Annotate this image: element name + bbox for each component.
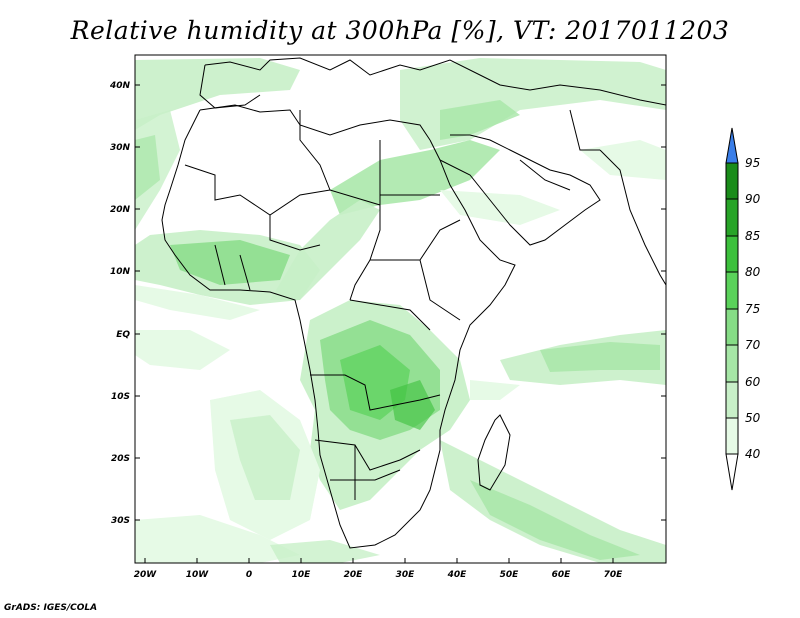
colorbar-label-60: 60 bbox=[745, 375, 761, 389]
colorbar-segment bbox=[725, 198, 739, 237]
lat-label-20s: 20S bbox=[111, 454, 130, 464]
latitude-ticks bbox=[135, 84, 666, 521]
lat-label-20n: 20N bbox=[110, 205, 131, 215]
lon-label-20w: 20W bbox=[134, 570, 158, 580]
lat-label-30n: 30N bbox=[110, 143, 131, 153]
colorbar: 95 90 85 80 75 70 60 50 40 bbox=[725, 127, 761, 491]
colorbar-label-70: 70 bbox=[745, 338, 761, 352]
longitude-ticks bbox=[144, 558, 614, 563]
lat-label-10n: 10N bbox=[110, 267, 131, 277]
colorbar-segment bbox=[725, 417, 739, 455]
colorbar-over-arrow bbox=[725, 127, 739, 164]
colorbar-label-50: 50 bbox=[745, 411, 761, 425]
lon-label-40e: 40E bbox=[447, 570, 468, 580]
grads-credit: GrADS: IGES/COLA bbox=[4, 603, 98, 613]
lat-label-10s: 10S bbox=[111, 392, 130, 402]
plot-frame bbox=[134, 54, 667, 564]
lat-label-40n: 40N bbox=[109, 81, 131, 91]
lon-label-10e: 10E bbox=[292, 570, 312, 580]
colorbar-under-arrow bbox=[725, 453, 739, 491]
colorbar-segment bbox=[725, 235, 739, 273]
lat-label-30s: 30S bbox=[111, 516, 130, 526]
lon-label-20e: 20E bbox=[344, 570, 364, 580]
humidity-shading bbox=[135, 55, 666, 563]
coastlines bbox=[161, 57, 666, 549]
map-title: Relative humidity at 300hPa [%], VT: 201… bbox=[70, 16, 730, 45]
colorbar-label-40: 40 bbox=[745, 447, 761, 461]
lon-label-70e: 70E bbox=[604, 570, 624, 580]
colorbar-label-80: 80 bbox=[745, 265, 761, 279]
colorbar-segment bbox=[725, 381, 739, 419]
lon-label-0: 0 bbox=[246, 570, 252, 580]
lon-label-10w: 10W bbox=[186, 570, 210, 580]
colorbar-label-85: 85 bbox=[745, 229, 760, 243]
lon-label-50e: 50E bbox=[500, 570, 520, 580]
colorbar-segment bbox=[725, 271, 739, 310]
lon-label-30e: 30E bbox=[396, 570, 416, 580]
colorbar-label-95: 95 bbox=[745, 156, 760, 170]
lat-label-eq: EQ bbox=[116, 330, 130, 340]
colorbar-segment bbox=[725, 344, 739, 383]
colorbar-segment bbox=[725, 162, 739, 200]
colorbar-label-75: 75 bbox=[745, 302, 760, 316]
colorbar-label-90: 90 bbox=[745, 192, 761, 206]
lon-label-60e: 60E bbox=[552, 570, 572, 580]
colorbar-segment bbox=[725, 308, 739, 346]
